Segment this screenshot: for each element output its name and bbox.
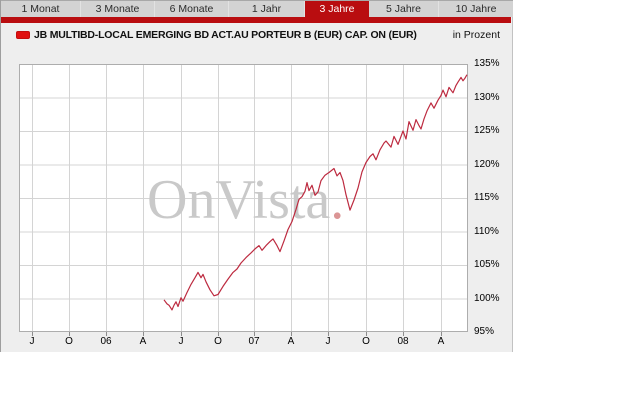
period-tab-6-monate[interactable]: 6 Monate: [155, 1, 229, 18]
watermark-dot: .: [330, 169, 344, 231]
x-tick-label: J: [29, 336, 35, 347]
x-tick-label: 08: [397, 336, 409, 347]
x-tick-label: O: [65, 336, 73, 347]
period-tab-1-jahr[interactable]: 1 Jahr: [229, 1, 305, 18]
y-tick-label: 100%: [474, 292, 500, 304]
y-tick-label: 115%: [474, 192, 499, 203]
performance-chart-widget: 1 Monat 3 Monate 6 Monate 1 Jahr 3 Jahre 5 Ja…: [0, 0, 513, 352]
x-tick-label: 06: [100, 336, 112, 347]
performance-line: [163, 74, 468, 311]
period-tab-3-jahre[interactable]: 3 Jahre: [305, 1, 369, 18]
y-tick-label: 135%: [474, 58, 500, 69]
period-tab-3-monate[interactable]: 3 Monate: [81, 1, 155, 18]
x-tick-label: 07: [248, 336, 260, 347]
legend-row: JB MULTIBD-LOCAL EMERGING BD ACT.AU PORT…: [1, 23, 513, 53]
x-tick-label: J: [325, 336, 331, 347]
x-tick-label: O: [214, 336, 222, 347]
x-tick-label: A: [287, 336, 295, 347]
unit-label: in Prozent: [452, 29, 500, 41]
period-tabbar: 1 Monat 3 Monate 6 Monate 1 Jahr 3 Jahre 5 Ja…: [1, 0, 513, 18]
y-tick-label: 95%: [474, 326, 495, 337]
y-tick-label: 125%: [474, 125, 500, 136]
period-tab-10-jahre[interactable]: 10 Jahre: [455, 3, 497, 15]
period-tab-5-jahre[interactable]: 5 Jahre: [369, 1, 439, 18]
period-tab-1-monat[interactable]: 1 Monat: [1, 1, 81, 18]
x-tick-label: A: [139, 336, 147, 347]
accent-divider: [1, 17, 511, 23]
onvista-watermark: OnVista.: [147, 169, 344, 231]
x-tick-label: J: [178, 336, 184, 347]
y-tick-label: 105%: [474, 259, 500, 270]
series-color-marker: [16, 31, 30, 39]
x-tick-label: A: [437, 336, 445, 347]
series-name-label: JB MULTIBD-LOCAL EMERGING BD ACT.AU PORT…: [34, 29, 417, 41]
y-tick-label: 110%: [474, 225, 499, 237]
plot-area: OnVista.: [19, 64, 468, 340]
y-tick-label: 130%: [474, 91, 500, 103]
chart-canvas: OnVista.: [19, 64, 468, 336]
y-tick-label: 120%: [474, 158, 500, 170]
x-tick-label: O: [362, 336, 370, 347]
